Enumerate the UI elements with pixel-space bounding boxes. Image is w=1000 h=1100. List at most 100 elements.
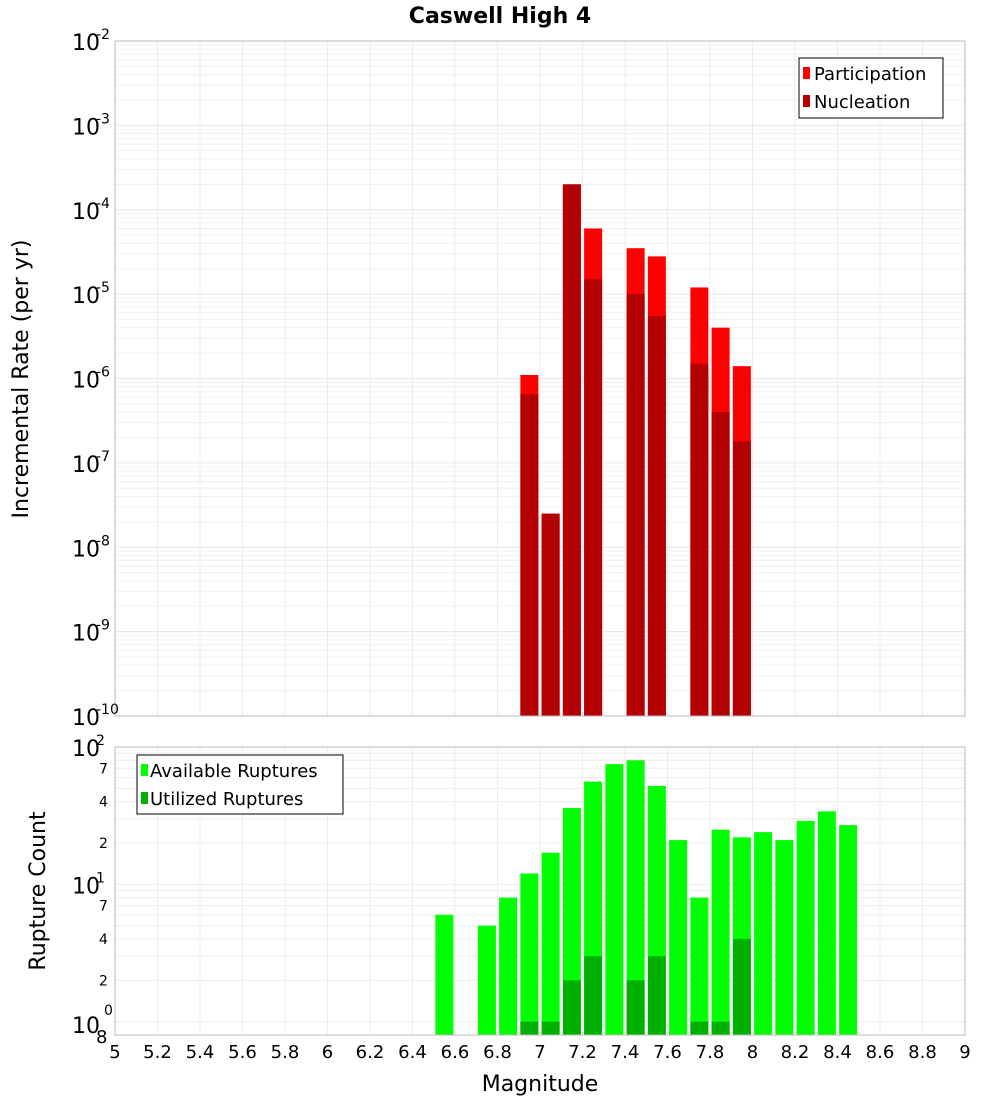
legend-label-utilized: Utilized Ruptures (150, 789, 303, 810)
utilized-ruptures-bar (562, 980, 581, 1035)
utilized-ruptures-bar (732, 939, 751, 1035)
legend-swatch-utilized (141, 792, 148, 804)
y-tick-label-extra: 8 (96, 1027, 107, 1048)
nucleation-bar (520, 394, 539, 716)
y-tick-label: 10 (72, 31, 100, 56)
top-y-axis-ticks: 10-210-310-410-510-610-710-810-910-10 (72, 27, 119, 731)
available-ruptures-bar (690, 897, 709, 1035)
top-plot-bars (520, 184, 751, 717)
available-ruptures-bar (562, 807, 581, 1035)
x-tick-label: 6.8 (483, 1042, 512, 1063)
x-tick-label: 5.6 (228, 1042, 257, 1063)
y-tick-label: 10 (72, 369, 100, 394)
y-tick-exponent: -5 (96, 280, 110, 296)
y-tick-exponent: -9 (96, 618, 110, 634)
available-ruptures-bar (817, 811, 836, 1035)
y-tick-label: 10 (72, 737, 100, 762)
x-tick-label: 6.4 (398, 1042, 427, 1063)
x-tick-label: 6 (322, 1042, 333, 1063)
x-tick-label: 7.8 (696, 1042, 725, 1063)
x-axis-label: Magnitude (482, 1072, 599, 1097)
x-tick-label: 5.2 (143, 1042, 172, 1063)
y-tick-label-exponent: 1 (96, 870, 105, 886)
legend-swatch-participation (803, 67, 810, 79)
x-tick-label: 8 (747, 1042, 758, 1063)
y-minor-tick-label: 2 (99, 973, 108, 989)
available-ruptures-bar (711, 829, 730, 1035)
legend-label-nucleation: Nucleation (814, 92, 910, 113)
x-tick-label: 8.2 (781, 1042, 810, 1063)
y-minor-tick-label: 7 (99, 899, 108, 915)
x-tick-label: 7.2 (568, 1042, 597, 1063)
nucleation-bar (584, 279, 603, 716)
x-tick-label: 8.8 (908, 1042, 937, 1063)
utilized-ruptures-bar (711, 1021, 730, 1035)
utilized-ruptures-bar (647, 956, 666, 1035)
y-tick-label-exponent: 2 (96, 733, 105, 749)
y-tick-exponent: -6 (96, 365, 110, 381)
y-minor-tick-label: 4 (99, 795, 108, 811)
bottom-legend-box (136, 754, 344, 815)
legend-label-available: Available Ruptures (150, 761, 318, 782)
available-ruptures-bar (541, 852, 560, 1035)
y-tick-exponent: -4 (96, 196, 110, 212)
nucleation-bar (562, 184, 581, 717)
available-ruptures-bar (754, 832, 773, 1035)
nucleation-bar (711, 412, 730, 716)
bottom-plot-bars (435, 760, 858, 1035)
nucleation-bar (690, 363, 709, 716)
available-ruptures-bar (520, 873, 539, 1035)
legend-label-participation: Participation (814, 64, 926, 85)
y-tick-label: 10 (72, 622, 100, 647)
x-tick-label: 5.4 (186, 1042, 215, 1063)
nucleation-bar (732, 441, 751, 716)
legend-swatch-available (141, 764, 148, 776)
top-legend-box (798, 57, 944, 119)
available-ruptures-bar (477, 925, 496, 1035)
y-tick-label: 10 (72, 453, 100, 478)
available-ruptures-bar (499, 897, 518, 1035)
utilized-ruptures-bar (520, 1021, 539, 1035)
available-ruptures-bar (796, 820, 815, 1035)
y-tick-label: 10 (72, 200, 100, 225)
x-tick-label: 6.6 (441, 1042, 470, 1063)
x-tick-label: 7.4 (611, 1042, 640, 1063)
y-tick-label: 10 (72, 284, 100, 309)
top-y-axis-label: Incremental Rate (per yr) (9, 240, 34, 519)
available-ruptures-bar (775, 840, 794, 1035)
available-ruptures-bar (839, 825, 858, 1035)
y-tick-exponent: -7 (96, 449, 110, 465)
y-minor-tick-label: 4 (99, 932, 108, 948)
utilized-ruptures-bar (626, 980, 645, 1035)
y-tick-exponent: -10 (96, 702, 119, 718)
top-plot-frame (114, 40, 966, 717)
utilized-ruptures-bar (690, 1021, 709, 1035)
x-tick-label: 8.4 (823, 1042, 852, 1063)
bottom-plot-frame (114, 746, 966, 1036)
y-tick-label: 10 (72, 1014, 100, 1039)
y-tick-label: 10 (72, 706, 100, 731)
available-ruptures-bar (669, 840, 688, 1035)
y-tick-label: 10 (72, 115, 100, 140)
y-tick-label: 10 (72, 874, 100, 899)
x-tick-label: 8.6 (866, 1042, 895, 1063)
chart-title: Caswell High 4 (409, 4, 591, 29)
nucleation-bar (626, 294, 645, 716)
y-tick-exponent: -3 (96, 111, 110, 127)
x-tick-label: 5.8 (271, 1042, 300, 1063)
top-legend: Participation Nucleation (798, 57, 944, 119)
utilized-ruptures-bar (541, 1021, 560, 1035)
x-tick-label: 7.6 (653, 1042, 682, 1063)
available-ruptures-bar (605, 764, 624, 1035)
y-tick-label: 10 (72, 537, 100, 562)
top-plot-grid (114, 41, 966, 717)
nucleation-bar (541, 513, 560, 716)
x-axis-ticks: 5 5.2 5.4 5.6 5.8 6 6.2 6.4 6.6 6.8 7 7.2 7.4 7.6 7.8 8… (109, 1042, 970, 1063)
x-tick-label: 5 (109, 1042, 120, 1063)
x-tick-label: 9 (959, 1042, 970, 1063)
x-tick-label: 7 (534, 1042, 545, 1063)
y-minor-tick-label: 2 (99, 836, 108, 852)
x-tick-label: 6.2 (356, 1042, 385, 1063)
